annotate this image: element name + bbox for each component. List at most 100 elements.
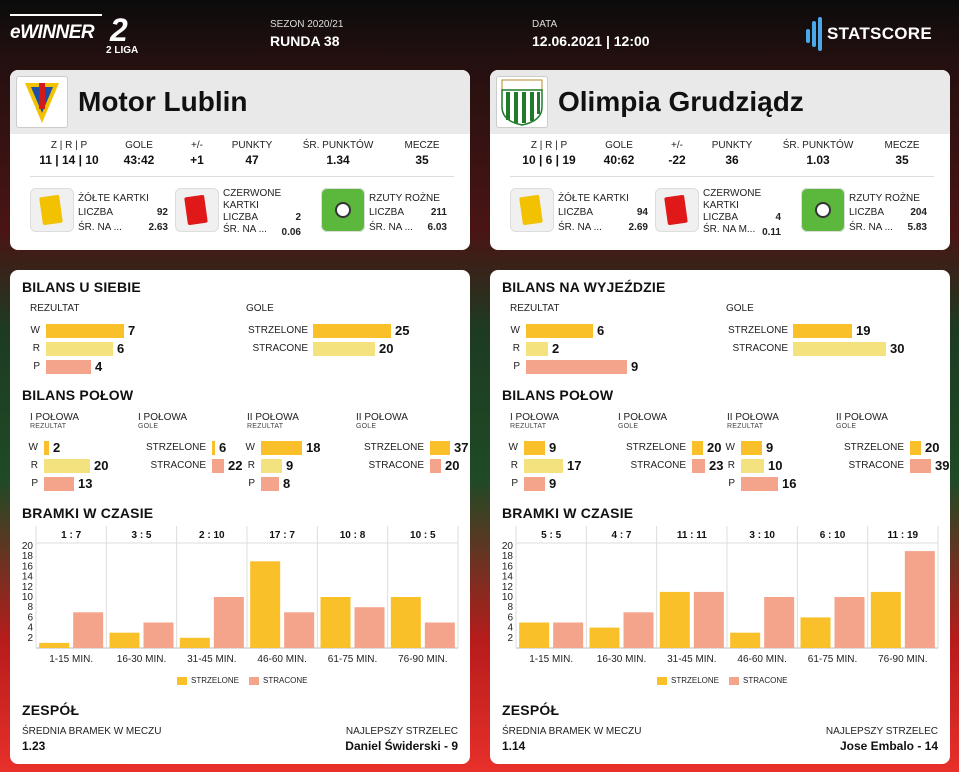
h2-r-value: 9	[286, 458, 294, 473]
red-cards-stat: CZERWONE KARTKI LICZBA 4 ŚR. NA M... 0.11	[655, 185, 795, 238]
result-w-value: 7	[128, 323, 136, 338]
y-tick-label: 12	[502, 582, 514, 593]
legend-conceded-swatch	[249, 676, 260, 685]
h1-scored-bar	[212, 441, 215, 455]
team-title: ZESPÓŁ	[22, 702, 80, 718]
yellow-card-icon	[510, 188, 554, 232]
h2-p-bar	[261, 477, 279, 491]
h1-w-label: W	[508, 442, 518, 453]
h2-r-label: R	[247, 460, 255, 471]
h2-r-bar	[261, 459, 282, 473]
period-score-label: 2 : 10	[199, 530, 225, 541]
h2-conceded-label: STRACONE	[848, 460, 904, 471]
top-scorer-label: NAJLEPSZY STRZELEC	[345, 726, 458, 737]
scored-bar	[589, 627, 620, 648]
h1-conceded-label: STRACONE	[150, 460, 206, 471]
top-scorer-value: Jose Embalo - 14	[839, 739, 938, 753]
y-tick-label: 18	[22, 551, 34, 562]
matches-label: MECZE	[884, 140, 920, 151]
red-cards-title-2: KARTKI	[703, 200, 739, 211]
team-header: Olimpia Grudziądz	[490, 70, 950, 134]
period-score-label: 4 : 7	[611, 530, 631, 541]
corners-title: RZUTY ROŻNE	[369, 193, 440, 204]
statscore-text: STATSCORE	[827, 24, 933, 43]
top-scorer-value: Daniel Świderski - 9	[345, 739, 458, 753]
yellow-cards-stat: ŻÓŁTE KARTKI LICZBA 94 ŚR. NA ... 2.69	[510, 185, 650, 233]
team-card-home: Motor Lublin Z | R | P 11 | 14 | 10 GOLE 4…	[10, 70, 470, 250]
h1-subtitle-1: GOLE	[138, 423, 159, 430]
y-tick-label: 18	[502, 551, 514, 562]
y-tick-label: 14	[502, 572, 514, 583]
divider	[510, 176, 934, 177]
corners-stat: RZUTY ROŻNE LICZBA 211 ŚR. NA ... 6.03	[321, 185, 461, 233]
result-label: REZULTAT	[30, 303, 80, 314]
result-r-label: R	[32, 343, 40, 354]
avg-goals-label: ŚREDNIA BRAMEK W MECZU	[22, 726, 162, 737]
conceded-bar	[143, 622, 174, 648]
legend-conceded: STRACONE	[263, 676, 308, 685]
h2-title-3: II POŁOWA	[356, 412, 408, 423]
h2-p-bar	[741, 477, 778, 491]
h2-r-value: 10	[768, 458, 783, 473]
conceded-label: STRACONE	[732, 343, 788, 354]
h1-p-bar	[44, 477, 74, 491]
yellow-avg: 2.63	[148, 222, 168, 233]
scored-bar	[320, 597, 351, 648]
period-score-label: 11 : 19	[888, 530, 919, 541]
corners-count: 211	[430, 207, 447, 218]
h1-p-label: P	[31, 478, 38, 489]
goals-label: GOLE	[726, 303, 754, 314]
conceded-bar	[623, 612, 654, 648]
conceded-bar	[284, 612, 315, 648]
divider	[30, 176, 454, 177]
team-card-away: Olimpia Grudziądz Z | R | P 10 | 6 | 19 G…	[490, 70, 950, 250]
diff-label: +/-	[191, 140, 203, 151]
top-bar: eWINNER 2 2 LIGA SEZON 2020/21 RUNDA 38 …	[0, 0, 959, 66]
red-cards-title-1: CZERWONE	[223, 188, 282, 199]
h1-r-value: 17	[567, 458, 582, 473]
h2-p-label: P	[248, 478, 255, 489]
h2-subtitle-3: GOLE	[356, 423, 377, 430]
y-tick-label: 20	[502, 541, 514, 552]
bilans-title: BILANS U SIEBIE	[22, 279, 141, 295]
h1-scored-bar	[692, 441, 703, 455]
period-score-label: 5 : 5	[541, 530, 561, 541]
h1-r-label: R	[30, 460, 38, 471]
bilans-title: BILANS NA WYJEŹDZIE	[502, 279, 666, 295]
avg-goals-value: 1.23	[22, 739, 46, 753]
y-tick-label: 8	[27, 602, 33, 613]
red-cards-title-2: KARTKI	[223, 200, 259, 211]
period-score-label: 6 : 10	[820, 530, 846, 541]
matches-value: 35	[415, 153, 429, 167]
conceded-bar	[424, 622, 455, 648]
red-card-icon	[655, 188, 699, 232]
corner-kick-icon	[801, 188, 845, 232]
h2-title-2: II POŁOWA	[247, 412, 299, 423]
chart-legend: STRZELONE STRACONE	[177, 676, 307, 685]
result-r-value: 6	[117, 341, 125, 356]
result-r-value: 2	[552, 341, 560, 356]
h2-conceded-value: 39	[935, 458, 950, 473]
diff-value: -22	[668, 153, 686, 167]
period-score-label: 10 : 8	[340, 530, 366, 541]
yellow-card-icon	[30, 188, 74, 232]
y-tick-label: 16	[22, 561, 34, 572]
goals-time-title: BRAMKI W CZASIE	[22, 505, 154, 521]
h1-w-bar	[524, 441, 545, 455]
h2-subtitle-2: REZULTAT	[247, 423, 284, 430]
scored-bar	[659, 591, 690, 648]
conceded-bar	[213, 597, 244, 648]
h2-p-label: P	[728, 478, 735, 489]
h2-conceded-bar	[430, 459, 441, 473]
x-tick-label: 16-30 MIN.	[597, 654, 646, 665]
top-scorer-label: NAJLEPSZY STRZELEC	[825, 726, 938, 737]
avg-points-value: 1.34	[326, 153, 350, 167]
points-value: 47	[245, 153, 259, 167]
count-label: LICZBA	[369, 207, 405, 218]
goals-scored-bar	[793, 324, 852, 338]
y-tick-label: 10	[502, 592, 514, 603]
result-p-bar	[46, 360, 91, 374]
legend-scored: STRZELONE	[671, 676, 720, 685]
corners-stat: RZUTY ROŻNE LICZBA 204 ŚR. NA ... 5.83	[801, 185, 941, 233]
